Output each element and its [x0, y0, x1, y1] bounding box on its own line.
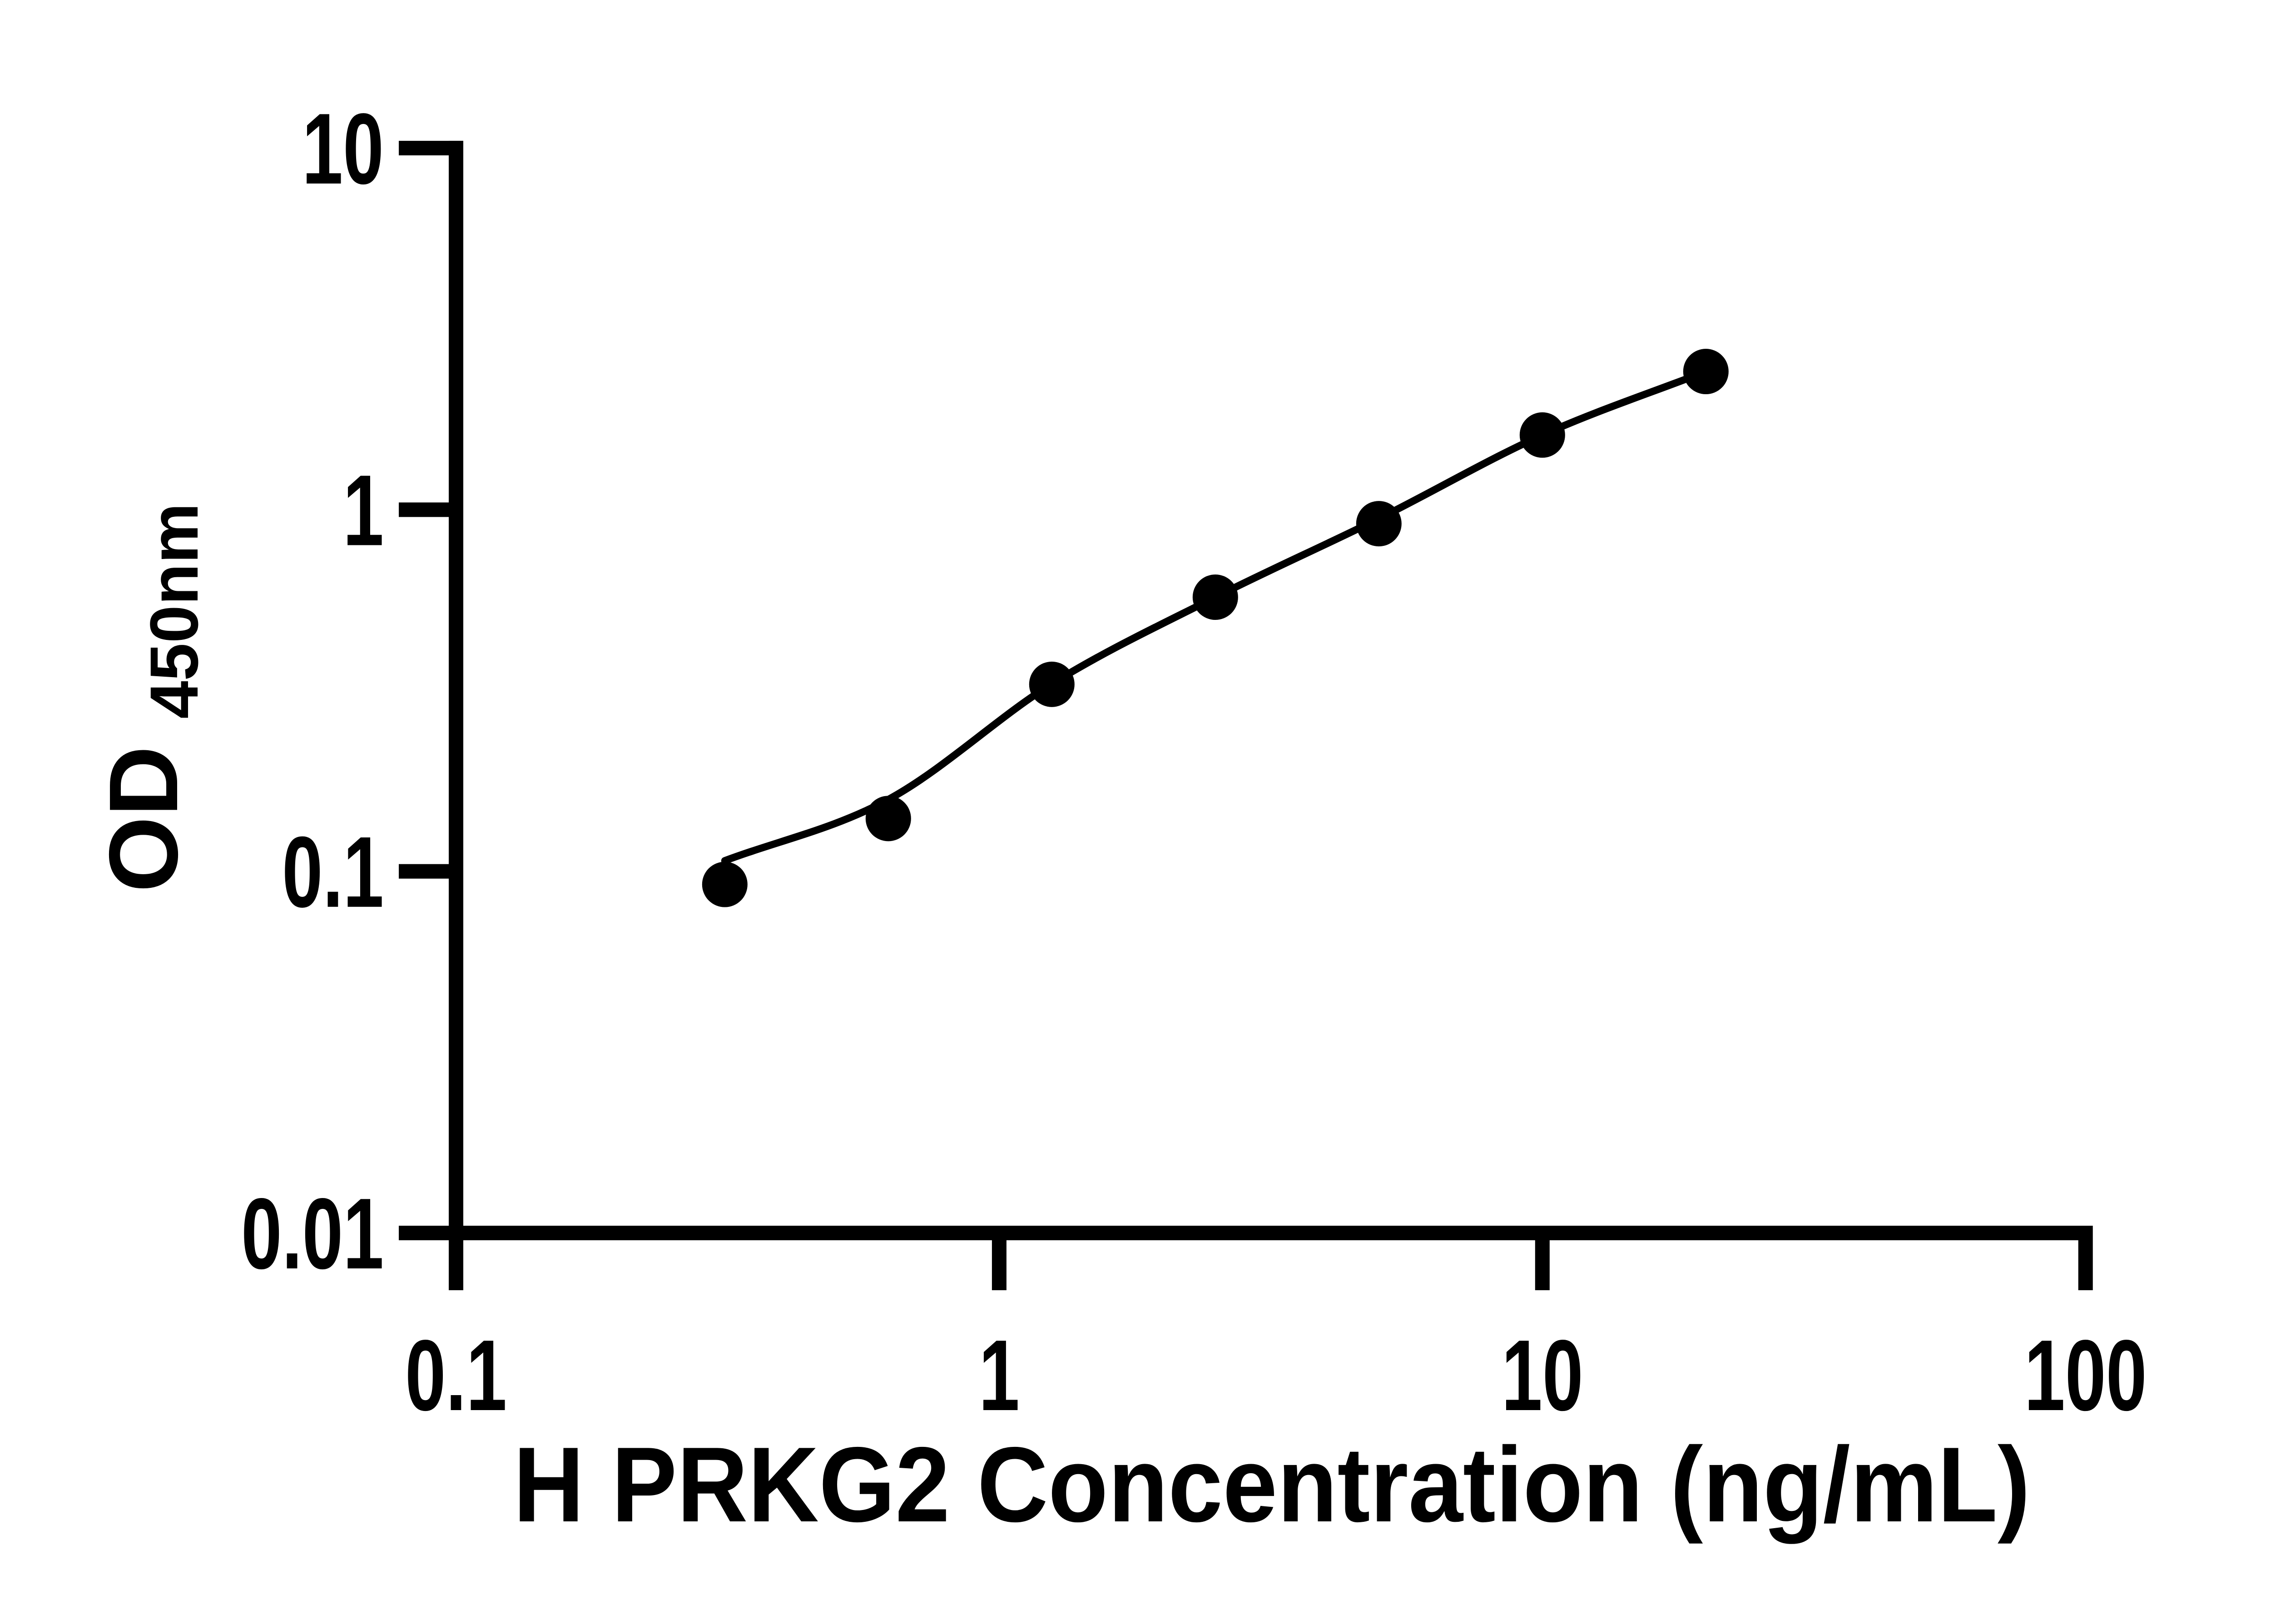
y-tick	[399, 502, 449, 517]
data-point	[1029, 661, 1075, 707]
x-tick	[449, 1240, 463, 1290]
x-tick-label: 1	[979, 1319, 1020, 1432]
x-tick	[1535, 1240, 1550, 1290]
x-tick	[2078, 1240, 2093, 1290]
y-axis-title-subscript: 450nm	[136, 503, 212, 718]
y-tick	[399, 1226, 449, 1240]
data-point	[1683, 349, 1729, 395]
x-tick-label: 100	[2024, 1319, 2147, 1432]
y-axis-title-main: OD	[89, 746, 198, 893]
data-point	[702, 862, 748, 907]
data-point	[865, 796, 911, 842]
y-axis-line	[449, 141, 463, 1240]
y-tick-label: 10	[302, 93, 384, 205]
y-axis-title: OD 450nm	[89, 503, 212, 892]
data-points	[702, 349, 1729, 907]
y-tick	[399, 864, 449, 879]
x-tick-label: 10	[1502, 1319, 1583, 1432]
data-point	[1192, 574, 1238, 620]
x-axis-line	[449, 1226, 2093, 1240]
data-point	[1519, 412, 1565, 458]
x-axis-title: H PRKG2 Concentration (ng/mL)	[513, 1425, 2030, 1544]
data-point	[1356, 501, 1402, 547]
x-tick	[992, 1240, 1007, 1290]
y-tick-label: 1	[343, 454, 384, 567]
y-tick-label: 0.1	[282, 816, 384, 929]
x-tick-label: 0.1	[405, 1319, 507, 1432]
y-tick	[399, 141, 449, 156]
y-tick-label: 0.01	[241, 1178, 384, 1290]
